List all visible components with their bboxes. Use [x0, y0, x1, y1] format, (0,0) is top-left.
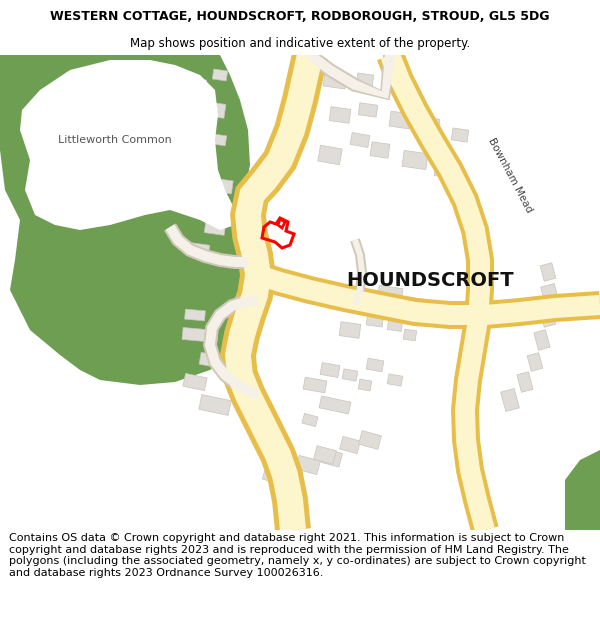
Bar [534, 330, 550, 350]
Bar [197, 176, 233, 194]
Bar [541, 284, 559, 306]
Text: Littleworth Common: Littleworth Common [58, 135, 172, 145]
Bar [389, 111, 411, 129]
Bar [190, 242, 210, 258]
Text: Map shows position and indicative extent of the property.: Map shows position and indicative extent… [130, 38, 470, 51]
Bar [189, 78, 207, 92]
Polygon shape [565, 450, 600, 530]
Bar [358, 102, 378, 118]
Polygon shape [254, 262, 600, 329]
Bar [302, 413, 318, 427]
Polygon shape [205, 295, 260, 399]
Bar [322, 449, 343, 467]
Bar [377, 286, 403, 304]
Bar [402, 151, 428, 169]
Bar [185, 152, 205, 168]
Polygon shape [0, 55, 255, 385]
Bar [199, 352, 221, 367]
Bar [296, 456, 320, 474]
Bar [314, 446, 337, 464]
Bar [403, 329, 416, 341]
Polygon shape [350, 238, 367, 307]
Bar [182, 328, 218, 342]
Polygon shape [225, 52, 323, 531]
Bar [540, 309, 556, 328]
Bar [366, 313, 384, 327]
Bar [183, 373, 207, 391]
Polygon shape [255, 266, 600, 325]
Bar [405, 297, 425, 313]
Text: WESTERN COTTAGE, HOUNDSCROFT, RODBOROUGH, STROUD, GL5 5DG: WESTERN COTTAGE, HOUNDSCROFT, RODBOROUGH… [50, 10, 550, 23]
Polygon shape [306, 49, 397, 101]
Bar [350, 132, 370, 148]
Bar [358, 379, 372, 391]
Bar [318, 145, 342, 165]
Bar [370, 142, 390, 158]
Bar [346, 293, 364, 307]
Bar [320, 362, 340, 378]
Bar [500, 389, 520, 411]
Bar [517, 372, 533, 392]
Bar [204, 102, 226, 118]
Bar [366, 358, 384, 372]
Bar [191, 204, 209, 216]
Text: Bownham Mead: Bownham Mead [486, 136, 534, 214]
Bar [356, 73, 374, 87]
Bar [342, 369, 358, 381]
Text: HOUNDSCROFT: HOUNDSCROFT [346, 271, 514, 289]
Bar [303, 377, 327, 393]
Bar [323, 71, 347, 89]
Bar [434, 162, 456, 178]
Bar [387, 374, 403, 386]
Bar [451, 128, 469, 142]
Polygon shape [20, 60, 235, 230]
Bar [388, 319, 403, 331]
Bar [329, 107, 351, 123]
Bar [420, 117, 440, 133]
Bar [432, 303, 448, 317]
Polygon shape [352, 239, 365, 306]
Polygon shape [220, 51, 328, 532]
Polygon shape [164, 223, 248, 269]
Bar [262, 464, 293, 486]
Bar [319, 396, 351, 414]
Polygon shape [307, 51, 395, 99]
Text: Contains OS data © Crown copyright and database right 2021. This information is : Contains OS data © Crown copyright and d… [9, 533, 586, 578]
Bar [300, 81, 320, 99]
Bar [199, 394, 231, 416]
Polygon shape [381, 51, 494, 532]
Polygon shape [166, 224, 248, 267]
Bar [340, 436, 361, 454]
Polygon shape [203, 293, 260, 401]
Bar [212, 69, 227, 81]
Bar [359, 431, 382, 449]
Bar [540, 262, 556, 281]
Bar [339, 322, 361, 338]
Bar [204, 221, 226, 236]
Polygon shape [377, 50, 499, 534]
Bar [527, 352, 543, 371]
Bar [185, 309, 205, 321]
Bar [214, 134, 227, 146]
